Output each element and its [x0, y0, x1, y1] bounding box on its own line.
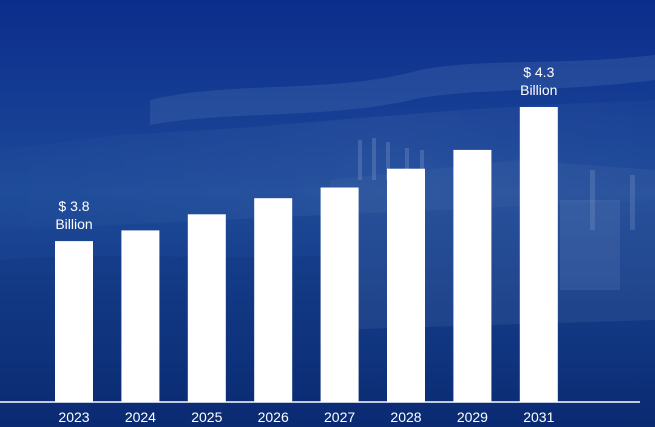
data-labels: $ 3.8 Billion $ 4.3 Billion: [55, 64, 557, 232]
x-axis-tick-labels: 2023 2024 2025 2026 2027 2028 2029 2031: [58, 409, 554, 425]
bar-2027: [320, 187, 359, 402]
bar-2024: [121, 230, 160, 402]
bar-2025: [187, 214, 226, 402]
data-label-value-2031: $ 4.3: [523, 64, 554, 80]
x-tick-label-2028: 2028: [390, 409, 421, 425]
x-tick-label-2026: 2026: [258, 409, 289, 425]
x-tick-label-2027: 2027: [324, 409, 355, 425]
x-tick-label-2025: 2025: [191, 409, 222, 425]
x-tick-label-2029: 2029: [457, 409, 488, 425]
data-label-value-2023: $ 3.8: [58, 198, 89, 214]
bar-series: [55, 107, 558, 402]
bar-2023: [55, 241, 93, 402]
bar-2028: [387, 168, 425, 402]
data-label-unit-2031: Billion: [520, 82, 557, 98]
bar-2026: [254, 198, 293, 402]
bar-2031: [519, 107, 558, 402]
x-tick-label-2031: 2031: [523, 409, 554, 425]
bar-2029: [453, 149, 492, 402]
x-tick-label-2023: 2023: [58, 409, 89, 425]
data-label-unit-2023: Billion: [55, 216, 92, 232]
x-tick-label-2024: 2024: [125, 409, 156, 425]
